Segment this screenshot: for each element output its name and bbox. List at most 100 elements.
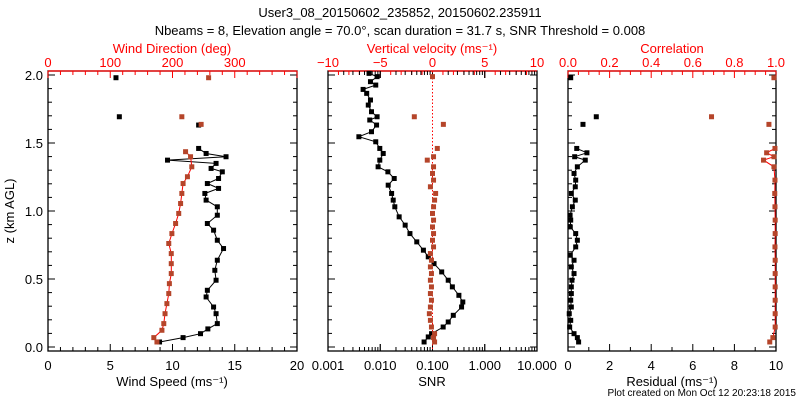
- data-point-vertical-velocity: [431, 231, 437, 237]
- data-point-snr: [368, 129, 374, 135]
- data-point-wind-speed: [213, 277, 219, 283]
- y-tick-label: 0.5: [25, 272, 43, 287]
- top-tick-label: 100: [99, 55, 121, 70]
- data-point-residual: [593, 114, 599, 120]
- data-point-wind-direction: [168, 261, 174, 267]
- data-point-wind-direction: [198, 121, 204, 127]
- data-point-wind-speed: [196, 145, 202, 151]
- data-point-residual: [566, 311, 572, 317]
- data-point-snr: [391, 175, 397, 181]
- data-point-vertical-velocity: [428, 271, 434, 277]
- data-point-correlation: [772, 190, 778, 196]
- data-point-wind-speed: [180, 335, 186, 341]
- data-point-snr: [445, 277, 451, 283]
- data-point-residual: [573, 231, 579, 237]
- y-tick-label: 1.5: [25, 136, 43, 151]
- data-point-correlation: [772, 284, 778, 290]
- panel2-top-axis-label: Vertical velocity (ms⁻¹): [367, 41, 497, 56]
- data-point-wind-direction: [168, 271, 174, 277]
- data-point-wind-speed: [221, 246, 227, 252]
- data-point-wind-direction: [151, 335, 157, 341]
- data-point-snr: [421, 339, 427, 345]
- data-point-wind-speed: [202, 190, 208, 196]
- data-point-correlation: [772, 177, 778, 183]
- data-point-vertical-velocity: [427, 277, 433, 283]
- data-point-snr: [390, 197, 396, 203]
- data-point-snr: [385, 169, 391, 175]
- data-point-wind-direction: [162, 311, 168, 317]
- y-axis-label: z (km AGL): [2, 178, 17, 243]
- series-line-wind-direction: [153, 151, 193, 343]
- data-point-vertical-velocity: [430, 237, 435, 243]
- data-point-snr: [375, 164, 381, 170]
- data-point-residual: [567, 212, 573, 218]
- data-point-residual: [572, 197, 578, 203]
- data-point-residual: [572, 154, 578, 160]
- plot-created-footer: Plot created on Mon Oct 12 20:23:18 2015: [608, 388, 797, 399]
- bottom-tick-label: 4: [648, 358, 655, 373]
- data-point-wind-speed: [216, 175, 222, 181]
- data-point-residual: [568, 284, 574, 290]
- data-point-snr: [445, 319, 451, 325]
- top-tick-label: −10: [317, 55, 339, 70]
- data-point-vertical-velocity: [440, 121, 446, 127]
- data-point-wind-speed: [223, 154, 229, 160]
- data-point-snr: [380, 150, 386, 156]
- data-point-wind-speed: [198, 331, 204, 337]
- data-point-correlation: [771, 164, 777, 170]
- data-point-vertical-velocity: [428, 257, 434, 263]
- data-point-residual: [571, 257, 577, 263]
- data-point-snr: [402, 222, 408, 228]
- data-point-vertical-velocity: [430, 224, 435, 230]
- top-tick-label: 0.8: [725, 55, 743, 70]
- data-point-correlation: [766, 121, 772, 127]
- data-point-snr: [373, 82, 379, 88]
- data-point-vertical-velocity: [427, 184, 433, 190]
- data-point-vertical-velocity: [427, 264, 433, 270]
- data-point-snr: [367, 97, 373, 103]
- panel3-frame: [567, 70, 777, 352]
- data-point-vertical-velocity: [428, 284, 434, 290]
- data-point-vertical-velocity: [431, 154, 437, 160]
- data-point-wind-speed: [208, 165, 214, 171]
- y-tick-label: 1.0: [25, 204, 43, 219]
- data-point-residual: [571, 331, 577, 337]
- data-point-wind-direction: [161, 321, 167, 327]
- panel3-top-axis-label: Correlation: [640, 41, 704, 56]
- data-point-snr: [374, 122, 380, 128]
- data-point-residual: [568, 297, 574, 303]
- data-point-vertical-velocity: [431, 177, 437, 183]
- data-point-wind-direction: [173, 221, 179, 227]
- data-point-snr: [450, 312, 456, 318]
- bottom-tick-label: 5: [107, 358, 114, 373]
- data-point-snr: [374, 74, 380, 80]
- data-point-correlation: [764, 150, 770, 156]
- data-point-vertical-velocity: [431, 217, 437, 223]
- data-point-wind-speed: [214, 204, 220, 210]
- data-point-wind-direction: [180, 181, 186, 187]
- data-point-vertical-velocity: [432, 197, 438, 203]
- data-point-wind-direction: [166, 241, 172, 247]
- data-point-wind-speed: [213, 160, 219, 166]
- bottom-tick-label: 0.100: [416, 358, 449, 373]
- top-tick-label: 10: [530, 55, 544, 70]
- data-point-residual: [584, 150, 590, 156]
- data-point-correlation: [767, 339, 773, 345]
- data-point-correlation: [709, 114, 715, 120]
- top-tick-label: 0.6: [684, 55, 702, 70]
- data-point-vertical-velocity: [427, 317, 433, 323]
- data-point-residual: [574, 335, 580, 341]
- data-point-vertical-velocity: [431, 244, 437, 250]
- data-point-wind-direction: [168, 251, 174, 257]
- bottom-tick-label: 10: [769, 358, 783, 373]
- data-point-correlation: [772, 297, 778, 303]
- top-tick-label: 0.2: [601, 55, 619, 70]
- data-point-vertical-velocity: [430, 170, 435, 176]
- data-point-vertical-velocity: [428, 324, 434, 330]
- data-point-residual: [567, 224, 573, 230]
- bottom-tick-label: 15: [228, 358, 242, 373]
- data-point-snr: [367, 117, 373, 123]
- data-point-residual: [574, 237, 580, 243]
- data-point-wind-direction: [179, 190, 185, 196]
- data-point-correlation: [772, 271, 778, 277]
